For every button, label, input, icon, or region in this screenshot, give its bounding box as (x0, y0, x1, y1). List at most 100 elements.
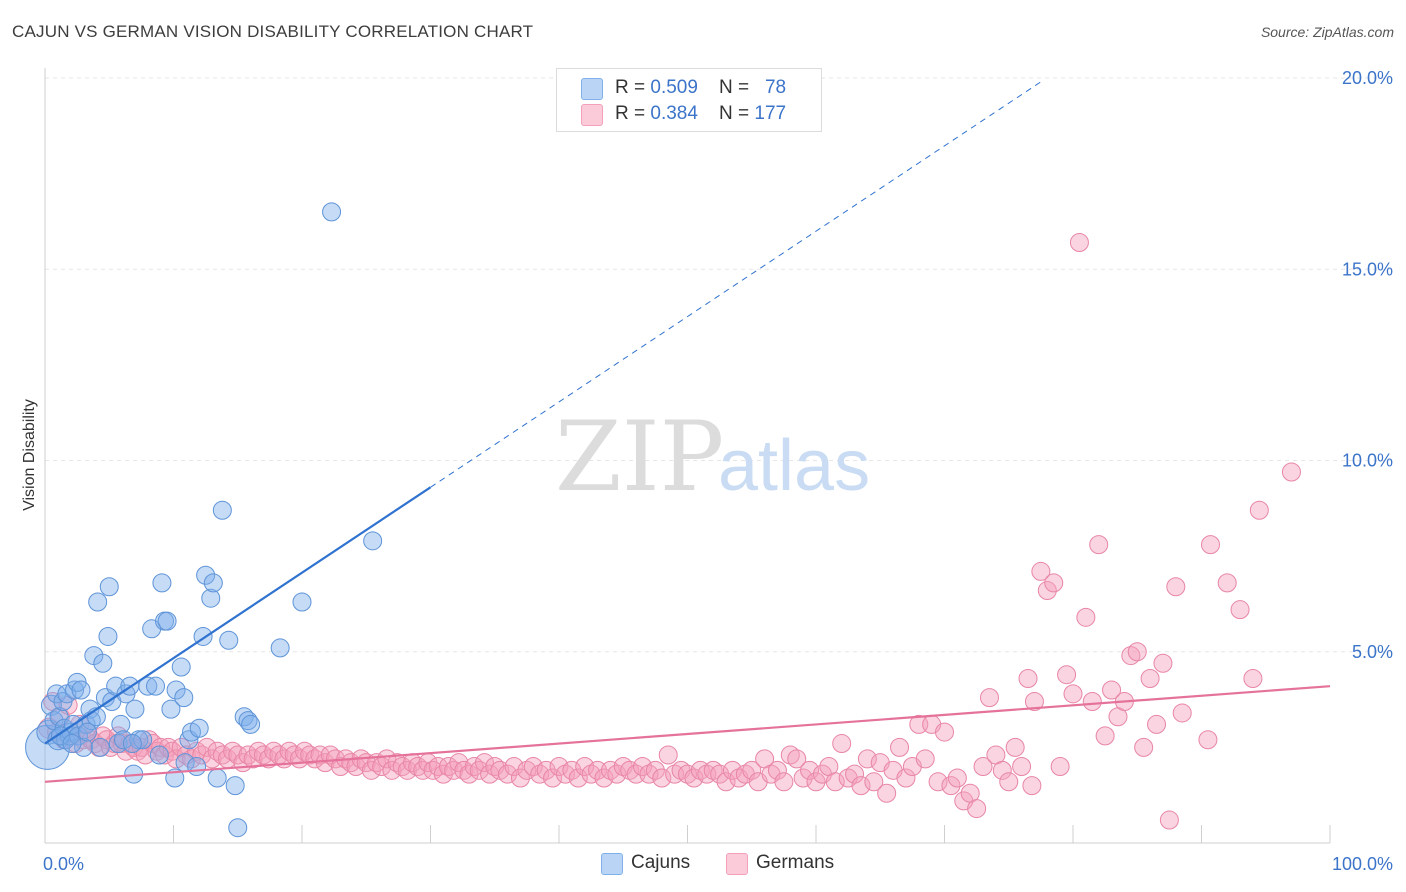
point-cajuns (122, 734, 142, 754)
point-cajuns (203, 573, 223, 593)
point-germans (1172, 703, 1192, 723)
point-cajuns (71, 680, 91, 700)
point-germans (454, 760, 474, 780)
point-germans (825, 772, 845, 792)
point-germans (1031, 561, 1051, 581)
point-germans (806, 772, 826, 792)
point-germans (187, 741, 207, 761)
bottom-legend-label-cajuns: Cajuns (631, 852, 691, 873)
point-germans (633, 757, 653, 776)
point-germans (523, 757, 543, 776)
point-cajuns (77, 722, 97, 742)
point-cajuns (93, 653, 113, 673)
point-germans (1166, 577, 1186, 597)
point-germans (575, 757, 595, 776)
point-germans (652, 768, 672, 788)
point-cajuns (146, 676, 166, 696)
point-germans (305, 749, 325, 769)
point-cajuns (149, 745, 169, 765)
point-germans (1217, 573, 1237, 593)
point-germans (935, 722, 954, 742)
legend-r-label: R = (615, 103, 651, 124)
point-germans (1037, 581, 1057, 601)
point-cajuns (234, 707, 254, 727)
point-germans (423, 760, 443, 780)
trend-line-extension-cajuns (430, 81, 1042, 488)
point-germans (722, 760, 742, 780)
point-germans (197, 737, 217, 757)
y-tick-label: 20.0% (1342, 68, 1393, 88)
y-tick-label: 15.0% (1342, 259, 1393, 279)
point-germans (645, 760, 665, 780)
watermark-zip: ZIP (555, 401, 724, 513)
point-germans (1022, 776, 1042, 796)
point-germans (1140, 669, 1160, 689)
point-germans (1024, 691, 1044, 711)
point-germans (767, 760, 787, 780)
point-germans (967, 799, 987, 819)
point-germans (253, 745, 273, 765)
point-germans (658, 745, 678, 765)
point-germans (562, 760, 582, 780)
point-germans (408, 757, 428, 776)
point-cajuns (171, 657, 191, 677)
point-cajuns (187, 757, 207, 776)
point-cajuns (201, 588, 221, 608)
legend-n-label: N = (719, 77, 755, 98)
point-cajuns (363, 531, 383, 551)
point-germans (1082, 691, 1102, 711)
correlation-legend: R = 0.509 N = 78 R = 0.384 N = 177 (556, 68, 822, 132)
point-germans (941, 776, 961, 796)
point-germans (1057, 665, 1077, 685)
point-germans (992, 760, 1012, 780)
point-germans (1044, 573, 1064, 593)
point-germans (928, 772, 948, 792)
x-tick-label: 100.0% (1332, 854, 1393, 874)
point-germans (543, 768, 563, 788)
point-germans (1069, 232, 1089, 252)
point-cajuns (133, 730, 153, 750)
point-germans (896, 768, 916, 788)
point-germans (915, 749, 935, 769)
point-germans (1200, 535, 1220, 555)
point-germans (973, 757, 993, 776)
point-germans (857, 749, 877, 769)
point-germans (279, 741, 299, 761)
point-germans (1018, 669, 1038, 689)
point-cajuns (99, 577, 119, 597)
point-germans (93, 726, 113, 746)
y-axis-label: Vision Disability (21, 399, 38, 511)
point-germans (474, 753, 494, 773)
point-cajuns (196, 565, 216, 585)
point-germans (510, 768, 530, 788)
point-germans (1012, 757, 1032, 776)
legend-r-value: 0.509 (650, 77, 698, 98)
point-germans (607, 764, 627, 784)
point-cajuns (125, 699, 145, 719)
point-germans (264, 741, 284, 761)
source-note: Source: ZipAtlas.com (1260, 24, 1394, 40)
point-germans (716, 772, 736, 792)
point-cajuns (108, 734, 128, 754)
point-cajuns (166, 680, 186, 700)
point-germans (549, 757, 569, 776)
point-germans (1076, 607, 1096, 627)
point-germans (1153, 653, 1173, 673)
point-germans (1063, 684, 1083, 704)
legend-n-value: 78 (764, 77, 787, 98)
legend-r-value: 0.384 (650, 103, 698, 124)
point-germans (1281, 462, 1301, 482)
point-cajuns (62, 734, 82, 754)
point-germans (1147, 714, 1167, 734)
legend-r-label: R = (615, 77, 651, 98)
point-germans (387, 753, 407, 773)
point-germans (1198, 730, 1218, 750)
point-cajuns (65, 680, 85, 700)
point-germans (1243, 669, 1263, 689)
point-germans (979, 688, 999, 708)
point-germans (1159, 810, 1179, 830)
tick-labels: 5.0% 10.0% 15.0% 20.0% 0.0% 100.0% (43, 68, 1393, 874)
point-germans (207, 741, 227, 761)
series-cajuns (25, 202, 383, 838)
point-cajuns (241, 714, 261, 734)
